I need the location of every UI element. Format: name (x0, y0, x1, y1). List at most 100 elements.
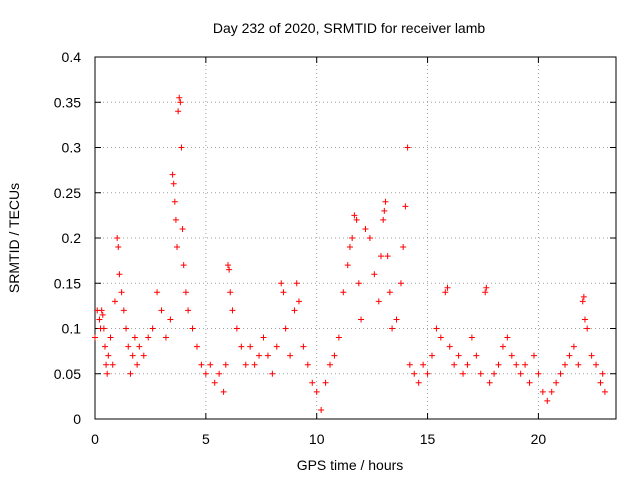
data-point (293, 280, 300, 287)
data-point (220, 388, 227, 395)
data-point (291, 307, 298, 314)
data-point (358, 316, 365, 323)
data-point (118, 289, 125, 296)
data-point (175, 108, 182, 115)
data-point (222, 361, 229, 368)
data-point (579, 298, 586, 305)
data-point (482, 289, 489, 296)
data-point (508, 352, 515, 359)
data-point (178, 144, 185, 151)
data-point (386, 289, 393, 296)
data-point (238, 343, 245, 350)
data-point (111, 298, 118, 305)
data-point (185, 307, 192, 314)
data-point (260, 334, 267, 341)
data-point (575, 361, 582, 368)
data-point (229, 307, 236, 314)
data-point (433, 325, 440, 332)
data-point (149, 325, 156, 332)
chart-title: Day 232 of 2020, SRMTID for receiver lam… (213, 20, 486, 36)
data-point (331, 352, 338, 359)
data-point (522, 361, 529, 368)
data-point (544, 397, 551, 404)
data-point (225, 262, 232, 269)
data-point (233, 325, 240, 332)
data-point (340, 289, 347, 296)
x-axis: 0 5 10 15 20 (91, 57, 546, 447)
data-point (198, 361, 205, 368)
data-point (351, 212, 358, 219)
data-point (566, 352, 573, 359)
data-point (539, 388, 546, 395)
data-point (172, 216, 179, 223)
data-point (251, 361, 258, 368)
data-point (105, 352, 112, 359)
data-point (100, 325, 107, 332)
data-point (335, 334, 342, 341)
data-point (353, 216, 360, 223)
data-point (530, 352, 537, 359)
data-point (162, 334, 169, 341)
data-point (167, 316, 174, 323)
data-point (101, 343, 108, 350)
data-point (526, 379, 533, 386)
y-tick-label: 0.05 (54, 366, 81, 382)
data-point (593, 361, 600, 368)
data-point (346, 244, 353, 251)
data-point (570, 343, 577, 350)
data-point (278, 280, 285, 287)
grid (95, 57, 616, 419)
data-point (309, 379, 316, 386)
data-point (134, 361, 141, 368)
data-point (380, 216, 387, 223)
y-tick-label: 0.4 (62, 49, 82, 65)
data-point (136, 343, 143, 350)
data-point (174, 244, 181, 251)
data-point (107, 334, 114, 341)
data-point (483, 284, 490, 291)
data-point (557, 370, 564, 377)
data-point (371, 271, 378, 278)
data-point (180, 262, 187, 269)
data-point (123, 325, 130, 332)
data-point (216, 370, 223, 377)
data-point (562, 361, 569, 368)
data-point (504, 334, 511, 341)
data-point (366, 235, 373, 241)
data-point (327, 361, 334, 368)
data-point (377, 253, 384, 260)
data-point (553, 379, 560, 386)
data-point (242, 361, 249, 368)
data-point (99, 311, 106, 318)
data-point (211, 379, 218, 386)
data-point (437, 334, 444, 341)
y-tick-label: 0.2 (62, 230, 82, 246)
data-point (182, 289, 189, 296)
data-point (468, 334, 475, 341)
data-point (193, 343, 200, 350)
data-point (491, 370, 498, 377)
data-point (96, 316, 103, 323)
data-point (280, 289, 287, 296)
data-point (599, 370, 606, 377)
data-point (295, 298, 302, 305)
data-point (125, 343, 132, 350)
data-point (584, 325, 591, 332)
data-point (109, 361, 116, 368)
data-point (424, 370, 431, 377)
data-point (384, 253, 391, 260)
data-point (318, 406, 325, 413)
data-point (382, 198, 389, 205)
y-tick-label: 0.15 (54, 275, 81, 291)
data-point (601, 388, 608, 395)
data-point (179, 225, 186, 232)
data-point (189, 325, 196, 332)
data-point (428, 352, 435, 359)
data-point (129, 352, 136, 359)
x-tick-label: 0 (91, 431, 99, 447)
data-point (597, 379, 604, 386)
data-point (473, 352, 480, 359)
data-point (444, 284, 451, 291)
x-tick-label: 10 (309, 431, 325, 447)
data-point (535, 370, 542, 377)
